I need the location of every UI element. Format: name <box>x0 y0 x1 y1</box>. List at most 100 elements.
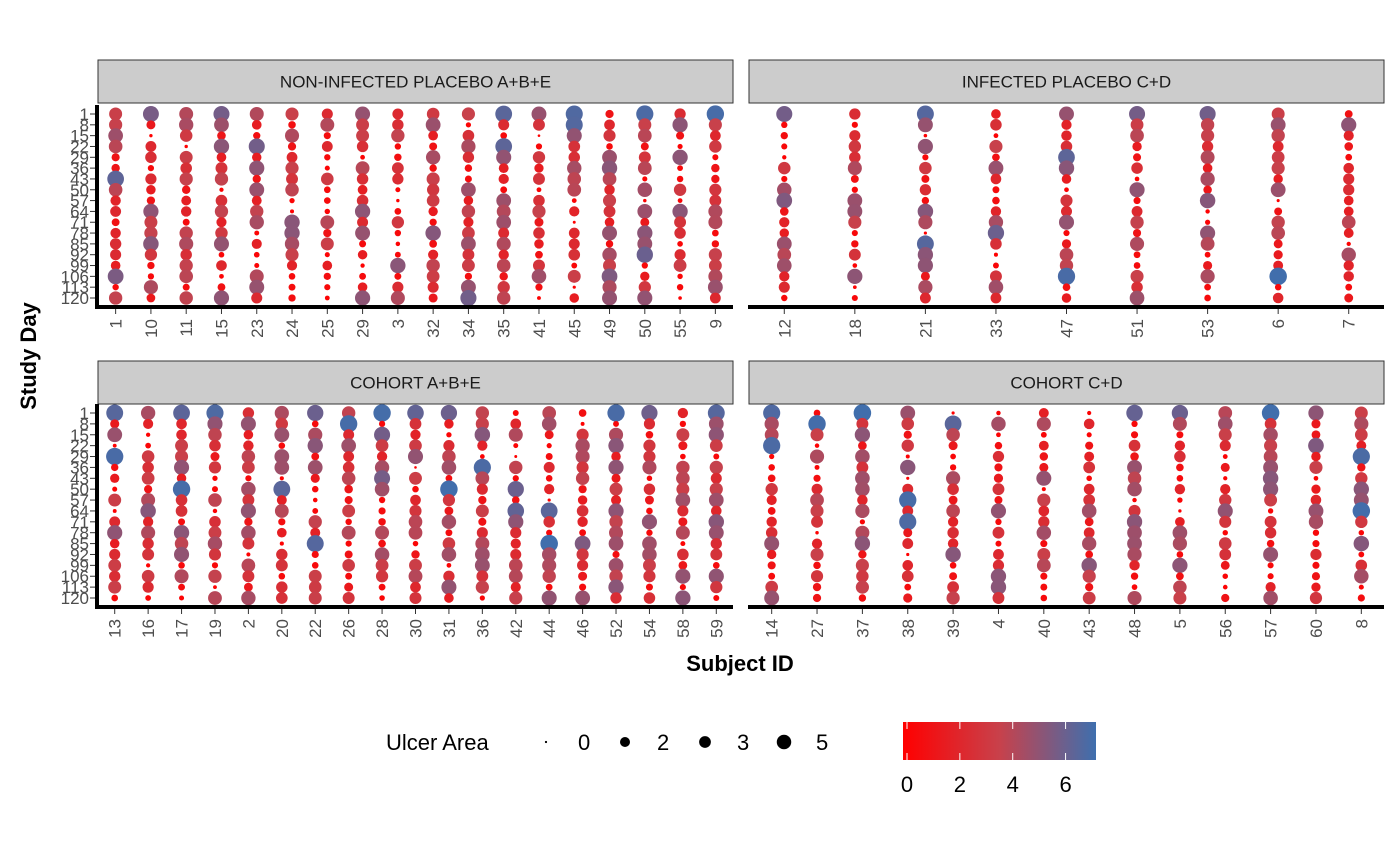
data-point <box>577 495 588 505</box>
data-point <box>533 227 545 239</box>
data-point <box>677 505 689 517</box>
data-point <box>507 502 525 520</box>
data-point <box>172 480 191 498</box>
data-point <box>441 579 457 595</box>
data-point <box>498 119 510 131</box>
data-point <box>847 193 863 208</box>
data-point <box>285 248 299 262</box>
x-tick-label: 46 <box>574 619 593 638</box>
data-point <box>1176 463 1184 472</box>
data-point <box>677 198 683 203</box>
data-point <box>426 172 440 186</box>
data-point <box>608 558 624 573</box>
data-point <box>946 427 960 442</box>
data-point <box>285 107 299 121</box>
data-point <box>640 271 650 282</box>
data-point <box>857 494 868 506</box>
data-point <box>1263 449 1278 464</box>
data-point <box>441 460 457 475</box>
data-point <box>644 495 654 505</box>
data-point <box>1270 117 1286 133</box>
data-point <box>1219 440 1231 452</box>
data-point <box>242 570 255 583</box>
data-point <box>918 215 933 230</box>
data-point <box>1130 452 1139 461</box>
data-point <box>461 204 476 219</box>
data-point <box>1040 572 1048 580</box>
data-point <box>288 283 296 291</box>
data-point <box>950 453 956 460</box>
data-point <box>608 536 624 551</box>
data-point <box>1263 546 1279 562</box>
data-point <box>776 192 793 209</box>
data-point <box>111 218 120 227</box>
data-point <box>1271 215 1285 229</box>
data-point <box>145 595 152 601</box>
data-point <box>995 518 1002 525</box>
data-point <box>1220 462 1230 472</box>
data-point <box>278 442 286 449</box>
data-point <box>858 441 867 451</box>
data-point <box>920 271 930 281</box>
data-point <box>243 582 253 592</box>
data-point <box>1267 508 1274 514</box>
data-point <box>601 160 618 176</box>
data-point <box>992 153 1000 162</box>
data-point <box>1217 503 1233 519</box>
data-point <box>108 291 123 305</box>
data-point <box>1221 593 1230 603</box>
data-point <box>765 526 778 539</box>
data-point <box>992 186 1000 194</box>
data-point <box>709 183 722 196</box>
data-point <box>242 537 255 550</box>
data-point <box>1218 428 1232 442</box>
data-point <box>1039 452 1049 461</box>
data-point <box>409 558 422 572</box>
data-point <box>320 215 335 230</box>
data-point <box>274 405 289 421</box>
data-point <box>1129 182 1145 198</box>
data-point <box>708 259 722 272</box>
data-point <box>445 529 453 537</box>
data-point <box>850 175 859 183</box>
data-point <box>712 561 720 569</box>
data-point <box>533 118 545 131</box>
data-point <box>603 259 617 273</box>
data-point <box>709 292 721 304</box>
data-point <box>394 229 402 237</box>
data-point <box>541 547 557 562</box>
data-point <box>461 182 476 198</box>
data-point <box>475 547 490 562</box>
data-point <box>544 430 554 440</box>
data-point <box>993 252 998 257</box>
data-point <box>1344 293 1354 303</box>
data-point <box>498 227 510 239</box>
data-point <box>813 409 821 417</box>
data-point <box>359 272 367 280</box>
data-point <box>409 504 422 517</box>
data-point <box>547 498 551 502</box>
data-point <box>855 481 870 497</box>
data-point <box>1085 550 1094 559</box>
x-tick-label: 13 <box>106 619 125 638</box>
data-point <box>441 514 457 530</box>
data-point <box>905 454 910 459</box>
data-point <box>1131 420 1138 428</box>
data-point <box>1127 536 1142 551</box>
data-point <box>180 248 192 261</box>
data-point <box>777 247 792 262</box>
data-point <box>276 548 288 561</box>
data-point <box>112 283 119 291</box>
data-point <box>711 174 720 184</box>
data-point <box>1036 470 1052 486</box>
data-point <box>394 272 402 280</box>
data-point <box>780 131 788 140</box>
data-point <box>859 519 866 525</box>
data-point <box>141 450 155 463</box>
data-point <box>407 404 424 422</box>
data-point <box>208 569 222 583</box>
data-point <box>1128 504 1141 517</box>
data-point <box>1130 118 1144 132</box>
data-point <box>568 227 580 239</box>
data-point <box>410 581 421 593</box>
